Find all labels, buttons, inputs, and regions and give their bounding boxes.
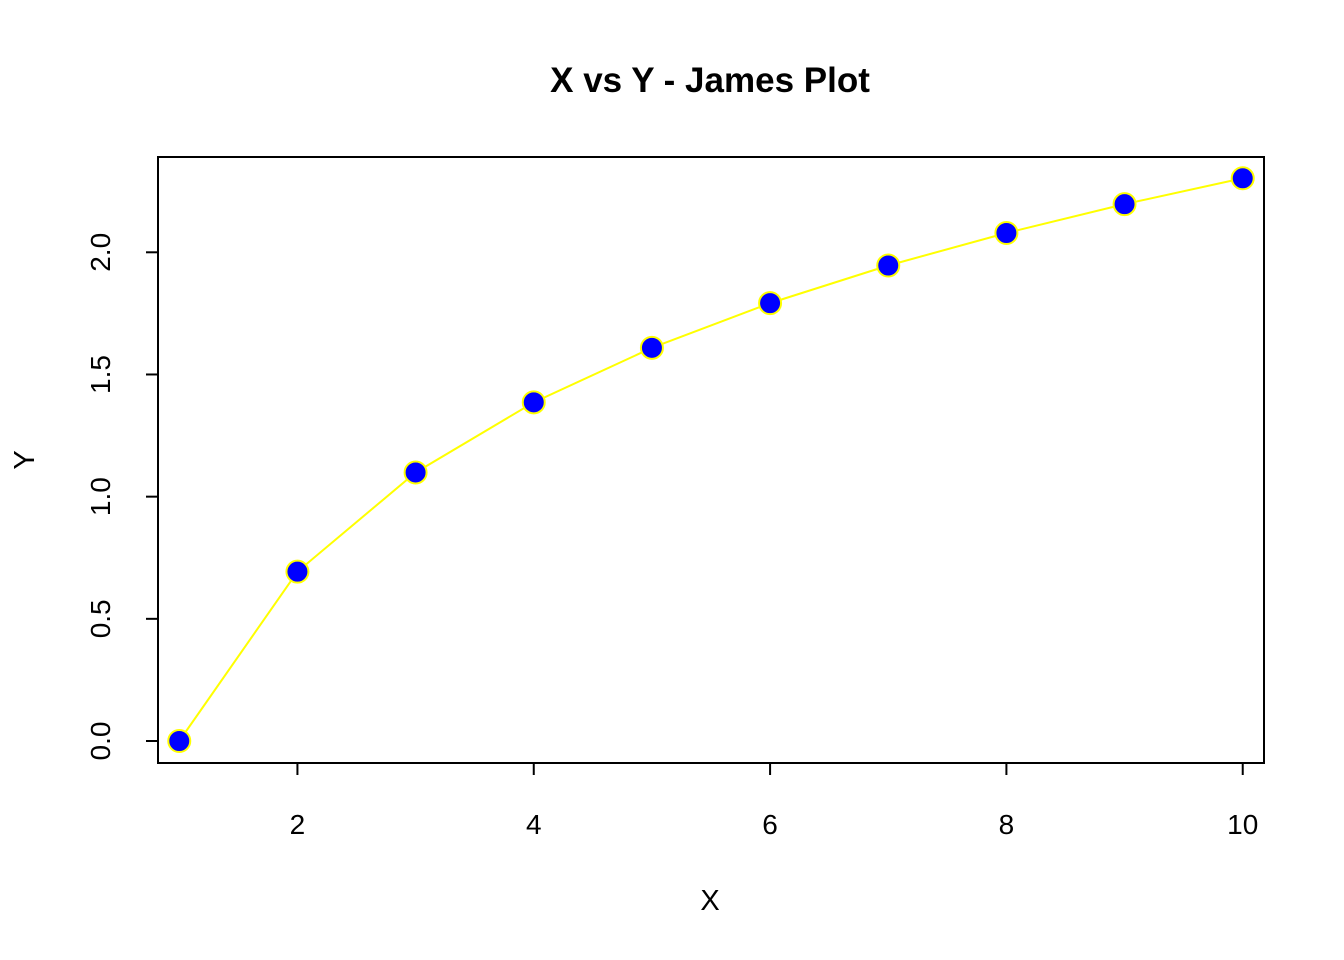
- data-point: [521, 390, 546, 415]
- y-tick-label: 1.5: [85, 355, 116, 394]
- data-point: [639, 335, 664, 360]
- y-tick-label: 0.5: [85, 599, 116, 638]
- series-layer: [167, 166, 1255, 754]
- y-tick-label: 0.0: [85, 722, 116, 761]
- data-point: [994, 220, 1019, 245]
- x-axis-label: X: [700, 885, 719, 917]
- data-point: [876, 253, 901, 278]
- data-point: [403, 460, 428, 485]
- data-point: [1112, 192, 1137, 217]
- data-point: [758, 291, 783, 316]
- x-tick-label: 6: [762, 809, 778, 840]
- y-tick-label: 2.0: [85, 233, 116, 272]
- x-tick-label: 2: [290, 809, 306, 840]
- x-axis: 2 4 6 8 10: [290, 762, 1258, 840]
- x-tick-label: 4: [526, 809, 542, 840]
- y-axis: 0.0 0.5 1.0 1.5 2.0: [85, 233, 159, 761]
- series-line: [178, 177, 1243, 742]
- y-tick-label: 1.0: [85, 477, 116, 516]
- x-tick-label: 10: [1227, 809, 1258, 840]
- x-tick-label: 8: [999, 809, 1015, 840]
- chart-title: X vs Y - James Plot: [550, 61, 870, 100]
- data-point: [285, 559, 310, 584]
- data-point: [167, 729, 192, 754]
- y-axis-label: Y: [9, 450, 41, 469]
- data-point: [1230, 166, 1255, 191]
- plot-area-frame: [157, 156, 1265, 764]
